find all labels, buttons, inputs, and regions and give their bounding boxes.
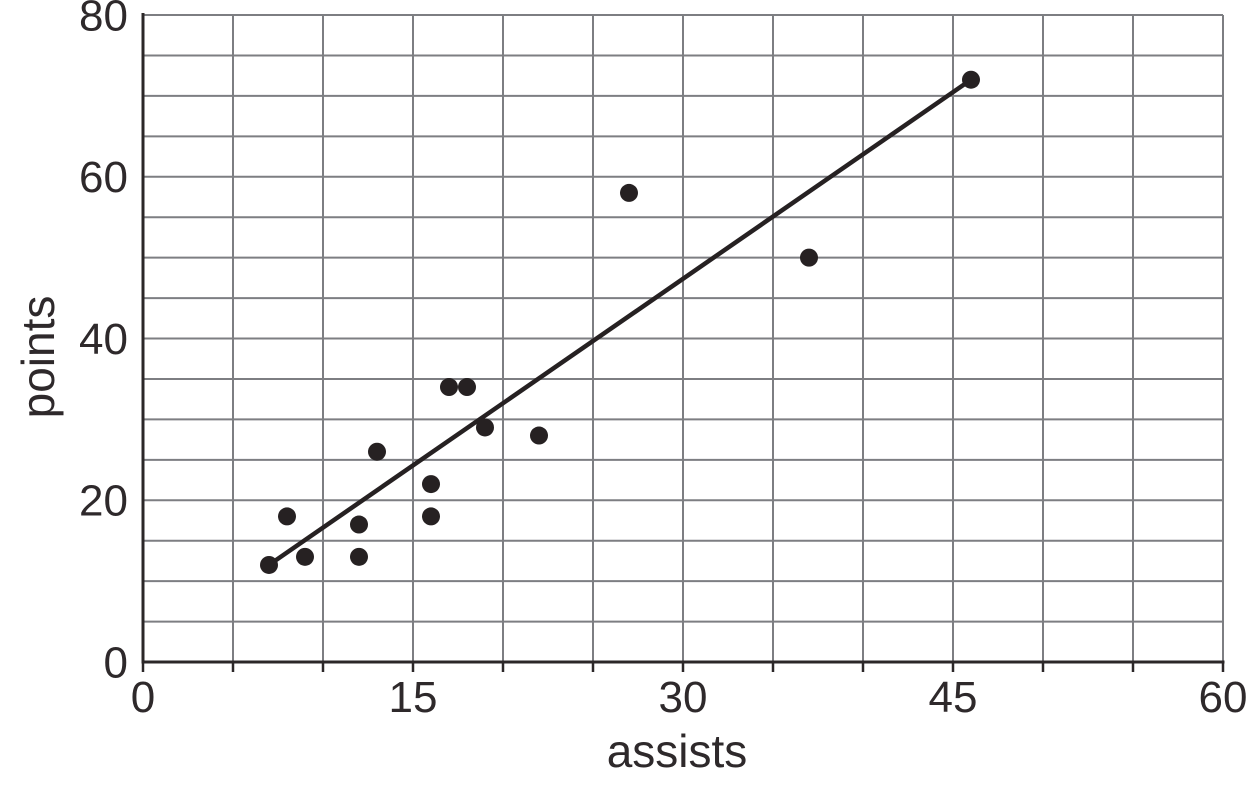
data-point [476, 418, 494, 437]
trend-line [266, 77, 974, 568]
data-point [350, 547, 368, 566]
tickmark-layer [141, 662, 1225, 672]
x-axis-title: assists [607, 725, 748, 777]
data-point [458, 378, 476, 397]
data-point [350, 515, 368, 534]
ticklabel-layer: 0 20 40 60 80 0 15 30 45 60 [79, 0, 1247, 722]
data-point [422, 507, 440, 526]
y-tick-label: 60 [79, 153, 128, 202]
data-point [530, 426, 548, 445]
data-point [422, 475, 440, 494]
x-tick-label: 60 [1199, 673, 1248, 722]
y-tick-label: 0 [104, 638, 128, 687]
x-tick-label: 15 [389, 673, 438, 722]
data-point [278, 507, 296, 526]
data-point [620, 183, 638, 202]
data-point [260, 555, 278, 574]
data-point [296, 547, 314, 566]
y-tick-label: 40 [79, 315, 128, 364]
point-layer [260, 70, 980, 574]
x-tick-label: 45 [929, 673, 978, 722]
trend-layer [266, 77, 974, 568]
data-point [800, 248, 818, 267]
data-point [440, 378, 458, 397]
y-tick-label: 80 [79, 0, 128, 40]
y-tick-label: 20 [79, 477, 128, 526]
x-tick-label: 30 [659, 673, 708, 722]
data-point [962, 70, 980, 89]
data-point [368, 442, 386, 461]
y-axis-title: points [12, 296, 64, 419]
x-tick-label: 0 [131, 673, 155, 722]
